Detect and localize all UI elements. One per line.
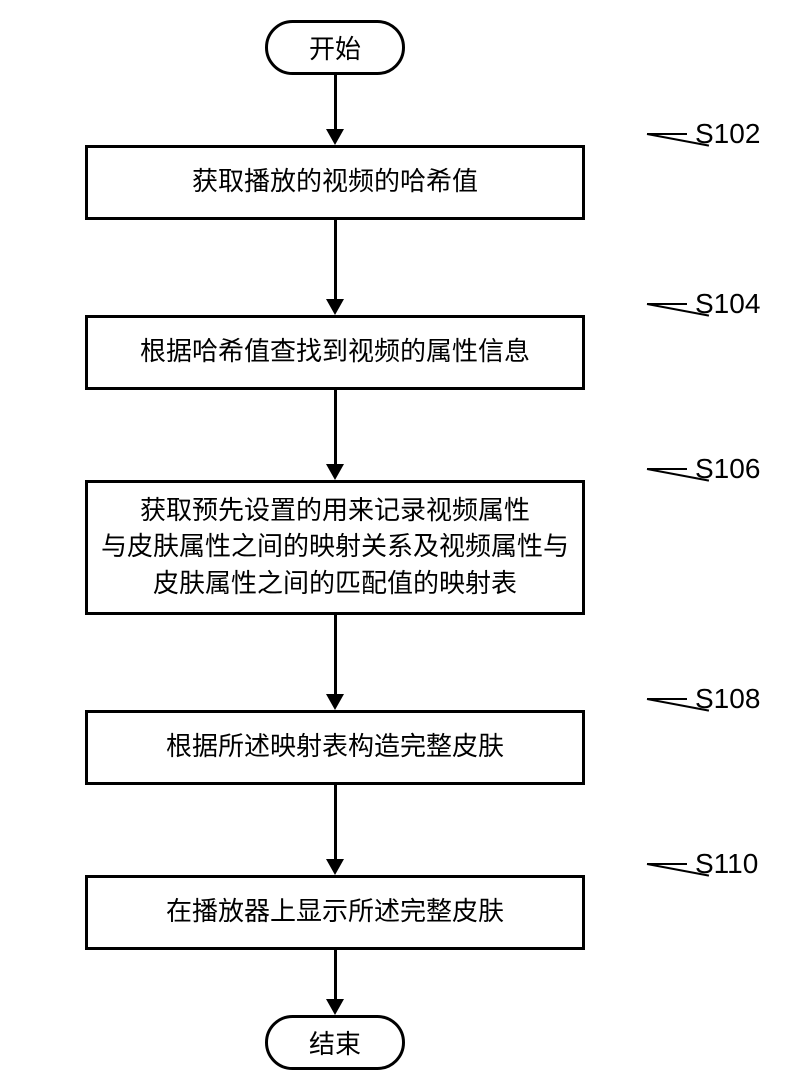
arrow-1-head [326,299,344,315]
arrow-4-head [326,859,344,875]
arrow-1-line [334,220,337,299]
arrow-0-head [326,129,344,145]
arrow-0-line [334,75,337,129]
node-s104: 根据哈希值查找到视频的属性信息 [85,315,585,390]
arrow-5-line [334,950,337,999]
arrow-4-line [334,785,337,859]
arrow-3-line [334,615,337,694]
node-start-text: 开始 [309,29,361,66]
arrow-2-head [326,464,344,480]
node-end: 结束 [265,1015,405,1070]
node-s104-text: 根据哈希值查找到视频的属性信息 [140,334,530,370]
node-end-text: 结束 [309,1024,361,1061]
node-start: 开始 [265,20,405,75]
arrow-2-line [334,390,337,464]
node-s110: 在播放器上显示所述完整皮肤 [85,875,585,950]
node-s106-text: 获取预先设置的用来记录视频属性 与皮肤属性之间的映射关系及视频属性与 皮肤属性之… [101,493,569,602]
arrow-5-head [326,999,344,1015]
arrow-3-head [326,694,344,710]
node-s108-text: 根据所述映射表构造完整皮肤 [166,729,504,765]
node-s102-text: 获取播放的视频的哈希值 [192,164,478,200]
node-s106: 获取预先设置的用来记录视频属性 与皮肤属性之间的映射关系及视频属性与 皮肤属性之… [85,480,585,615]
node-s108: 根据所述映射表构造完整皮肤 [85,710,585,785]
node-s102: 获取播放的视频的哈希值 [85,145,585,220]
node-s110-text: 在播放器上显示所述完整皮肤 [166,894,504,930]
flowchart-canvas: 开始获取播放的视频的哈希值根据哈希值查找到视频的属性信息获取预先设置的用来记录视… [0,0,800,1082]
